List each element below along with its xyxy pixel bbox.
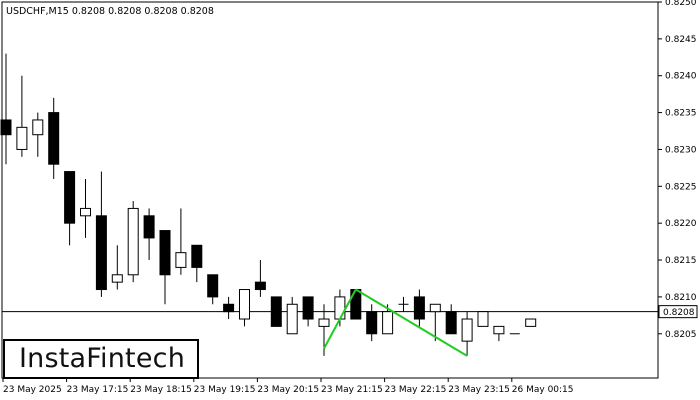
candle	[143, 208, 155, 261]
candle-body	[223, 303, 235, 313]
candle	[461, 311, 473, 356]
candle	[429, 303, 441, 342]
candle-body	[111, 274, 123, 283]
candle	[270, 296, 282, 327]
pattern-line	[323, 289, 357, 349]
candle-body	[95, 215, 107, 291]
x-tick-label: 23 May 2025	[3, 385, 62, 395]
x-tick-label: 23 May 23:15	[448, 385, 510, 395]
x-axis: 23 May 2025 23 May 17:15 23 May 18:15 23 Ma…	[2, 378, 574, 395]
y-tick-label: 0.8250	[665, 0, 697, 8]
candle-body	[32, 119, 44, 136]
y-tick-label: 0.8230	[665, 145, 697, 155]
candle	[302, 296, 314, 327]
pattern-line	[355, 288, 468, 357]
y-tick-label: 0.8210	[665, 293, 697, 303]
candle-body	[525, 318, 537, 327]
pattern-overlay	[323, 288, 468, 357]
candle-body	[366, 311, 378, 335]
candle	[159, 230, 171, 305]
candle-body	[175, 252, 187, 268]
candle-body	[16, 126, 28, 150]
candle-body	[382, 311, 394, 335]
candle-body	[207, 274, 219, 298]
candle-body	[445, 311, 457, 335]
x-tick-label: 23 May 21:15	[321, 385, 383, 395]
x-tick-label: 23 May 22:15	[385, 385, 447, 395]
candle	[111, 245, 123, 290]
candle-body	[413, 296, 425, 320]
candle-body	[270, 296, 282, 327]
y-tick-label: 0.8225	[665, 182, 697, 192]
candle-body	[254, 281, 266, 291]
candle-body	[0, 119, 12, 136]
candle-body	[64, 171, 76, 224]
y-tick-label: 0.8215	[665, 256, 697, 266]
y-tick-label: 0.8205	[665, 330, 697, 340]
candle	[254, 260, 266, 297]
candle	[286, 296, 298, 335]
chart-title: USDCHF,M15 0.8208 0.8208 0.8208 0.8208	[6, 6, 214, 17]
brand-logo: InstaFintech	[3, 339, 199, 379]
candle	[477, 311, 489, 327]
candle	[95, 171, 107, 297]
y-tick-label: 0.8220	[665, 219, 697, 229]
candlestick-series	[0, 53, 537, 356]
candle-body	[80, 207, 91, 217]
y-axis: 0.8250 0.8245 0.8240 0.8235 0.8230 0.8225 0.82…	[658, 0, 697, 340]
candle-body	[286, 303, 298, 335]
candle-body	[318, 318, 330, 327]
candle-body	[461, 318, 473, 342]
candle-body	[48, 112, 60, 165]
candle-body	[127, 207, 139, 276]
candle	[493, 325, 505, 342]
y-tick-label: 0.8240	[665, 72, 697, 82]
candle-body	[159, 230, 171, 276]
candle	[413, 289, 425, 327]
candle	[223, 296, 235, 320]
candle	[32, 112, 44, 157]
candle-body	[334, 296, 346, 320]
brand-logo-text: InstaFintech	[19, 343, 186, 374]
candle	[398, 296, 409, 312]
current-price-label-box	[658, 305, 698, 319]
x-tick-label: 23 May 18:15	[130, 385, 192, 395]
candle-body	[302, 296, 314, 320]
candle	[64, 171, 76, 246]
candle-body	[191, 244, 203, 268]
candle-body	[477, 311, 489, 327]
candle-body	[143, 215, 155, 239]
x-tick-label: 26 May 00:15	[512, 385, 574, 395]
candle	[127, 201, 139, 283]
candle-body	[493, 325, 505, 335]
candle	[239, 289, 250, 327]
x-tick-label: 23 May 20:15	[257, 385, 319, 395]
y-tick-label: 0.8235	[665, 109, 697, 119]
candle	[16, 75, 28, 157]
candle	[525, 318, 537, 327]
candle	[366, 304, 378, 342]
candle	[445, 304, 457, 335]
plot-area	[1, 1, 659, 379]
candle	[207, 274, 219, 305]
candle-body	[239, 289, 250, 320]
x-tick-label: 23 May 17:15	[67, 385, 129, 395]
candle	[175, 208, 187, 275]
candle	[0, 53, 12, 165]
current-price-label-text: 0.8208	[663, 308, 695, 318]
candle-body	[429, 303, 441, 313]
candle	[191, 244, 203, 283]
candle	[80, 178, 91, 238]
x-tick-label: 23 May 19:15	[194, 385, 256, 395]
candle	[48, 97, 60, 179]
y-tick-label: 0.8245	[665, 35, 697, 45]
current-price-label: 0.8208	[658, 305, 698, 319]
